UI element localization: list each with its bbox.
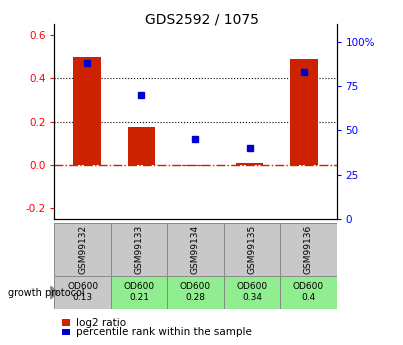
Text: OD600
0.4: OD600 0.4 <box>293 282 324 303</box>
Text: OD600
0.13: OD600 0.13 <box>67 282 98 303</box>
Bar <box>224 223 280 276</box>
Bar <box>236 163 263 165</box>
Text: OD600
0.34: OD600 0.34 <box>236 282 268 303</box>
Bar <box>54 276 111 309</box>
Bar <box>73 57 100 165</box>
Bar <box>111 276 167 309</box>
Bar <box>54 223 111 276</box>
Text: OD600
0.21: OD600 0.21 <box>123 282 155 303</box>
Text: GSM99132: GSM99132 <box>78 225 87 274</box>
Text: GSM99133: GSM99133 <box>135 225 143 274</box>
Text: GDS2592 / 1075: GDS2592 / 1075 <box>145 12 258 26</box>
Text: log2 ratio: log2 ratio <box>76 318 126 327</box>
Bar <box>167 223 224 276</box>
Bar <box>280 223 337 276</box>
Bar <box>291 59 318 165</box>
Polygon shape <box>51 286 58 299</box>
Text: GSM99135: GSM99135 <box>247 225 256 274</box>
Text: percentile rank within the sample: percentile rank within the sample <box>76 327 251 337</box>
Text: GSM99134: GSM99134 <box>191 225 200 274</box>
Bar <box>280 276 337 309</box>
Bar <box>111 223 167 276</box>
Text: growth protocol: growth protocol <box>8 288 85 297</box>
Text: OD600
0.28: OD600 0.28 <box>180 282 211 303</box>
Bar <box>167 276 224 309</box>
Text: GSM99136: GSM99136 <box>304 225 313 274</box>
Bar <box>224 276 280 309</box>
Bar <box>128 127 155 165</box>
Bar <box>182 165 209 166</box>
